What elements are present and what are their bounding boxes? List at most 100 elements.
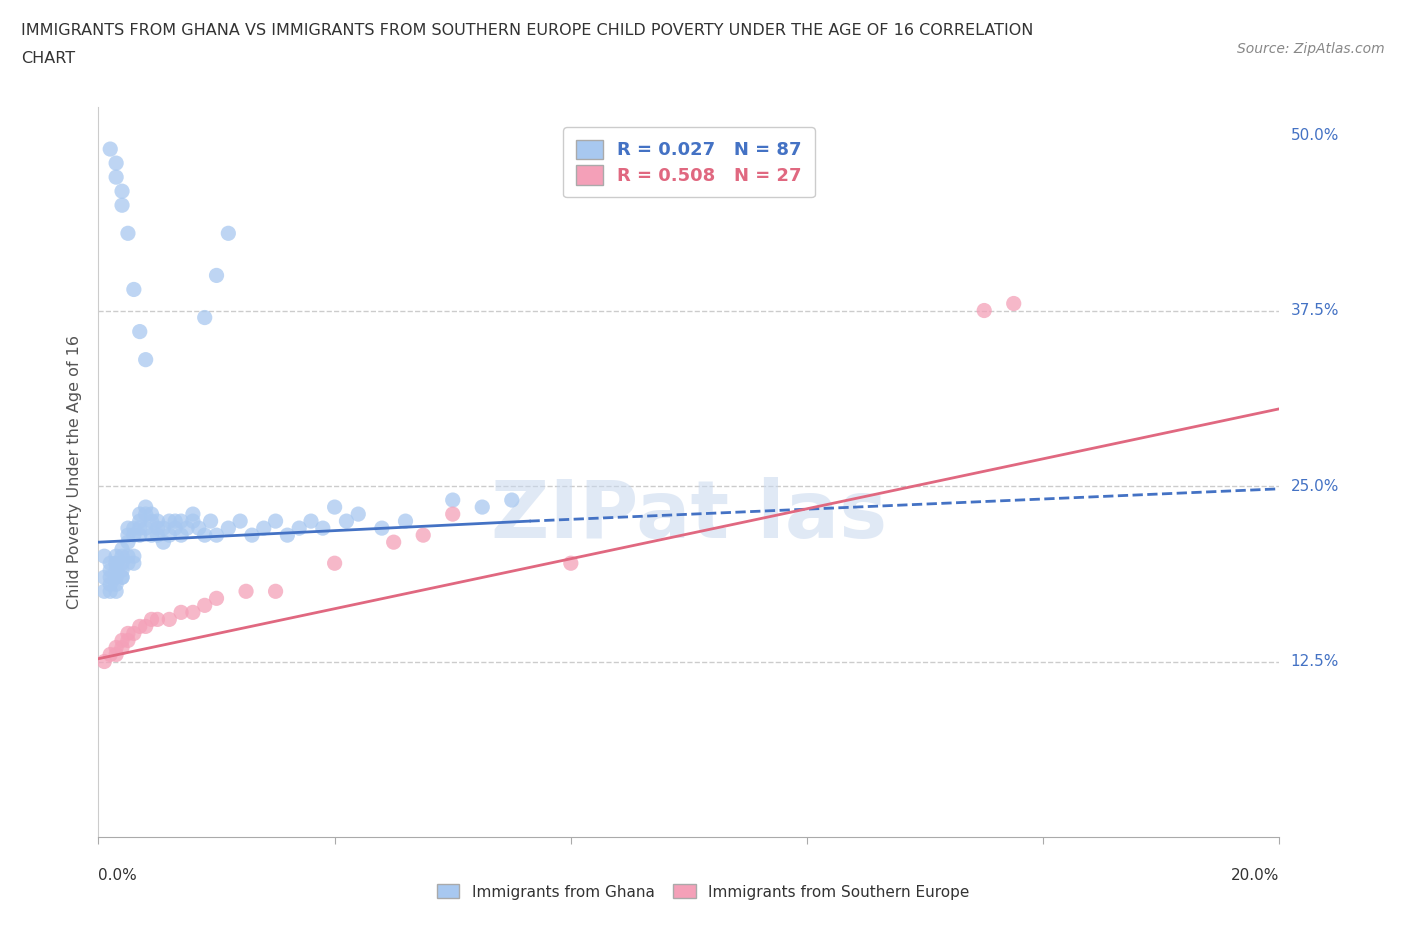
Point (128, 527, 150, 542)
Point (135, 619, 157, 634)
Text: IMMIGRANTS FROM GHANA VS IMMIGRANTS FROM SOUTHERN EUROPE CHILD POVERTY UNDER THE: IMMIGRANTS FROM GHANA VS IMMIGRANTS FROM… (21, 23, 1033, 38)
Point (276, 527, 298, 542)
Point (98, 577, 121, 591)
Point (122, 626, 145, 641)
Point (122, 527, 145, 542)
Point (394, 513, 416, 528)
Point (135, 352, 157, 367)
Text: 12.5%: 12.5% (1291, 654, 1339, 669)
Y-axis label: Child Poverty Under the Age of 16: Child Poverty Under the Age of 16 (67, 335, 83, 609)
Point (111, 640, 134, 655)
Point (170, 513, 193, 528)
Point (194, 310, 217, 325)
Point (165, 521, 187, 536)
Text: 37.5%: 37.5% (1291, 303, 1339, 318)
Point (382, 535, 405, 550)
Point (205, 591, 228, 605)
Point (135, 507, 157, 522)
Point (111, 549, 134, 564)
Point (200, 513, 222, 528)
Point (299, 513, 322, 528)
Point (253, 521, 276, 536)
Point (240, 527, 263, 542)
Point (157, 612, 180, 627)
Point (1002, 296, 1025, 311)
Point (128, 619, 150, 634)
Point (141, 612, 163, 627)
Point (98, 141, 121, 156)
Point (128, 513, 150, 528)
Point (235, 584, 257, 599)
Point (323, 556, 346, 571)
Point (111, 563, 134, 578)
Point (194, 527, 217, 542)
Point (323, 499, 346, 514)
Point (181, 513, 204, 528)
Point (441, 507, 464, 522)
Point (135, 521, 157, 536)
Point (152, 521, 174, 536)
Point (111, 542, 134, 557)
Text: 50.0%: 50.0% (1291, 127, 1339, 142)
Point (170, 527, 193, 542)
Point (176, 521, 198, 536)
Text: 0.0%: 0.0% (98, 868, 138, 883)
Point (501, 493, 523, 508)
Point (141, 527, 163, 542)
Point (117, 556, 139, 571)
Point (135, 499, 157, 514)
Point (205, 268, 228, 283)
Point (146, 527, 169, 542)
Point (105, 549, 128, 564)
Point (122, 521, 145, 536)
Point (93, 654, 115, 669)
Text: ZIPat las: ZIPat las (491, 477, 887, 555)
Point (117, 521, 139, 536)
Point (412, 527, 434, 542)
Text: 20.0%: 20.0% (1232, 868, 1279, 883)
Point (141, 513, 163, 528)
Point (105, 556, 128, 571)
Point (117, 527, 139, 542)
Point (122, 556, 145, 571)
Point (105, 647, 128, 662)
Point (93, 549, 115, 564)
Point (105, 169, 128, 184)
Point (205, 527, 228, 542)
Point (194, 598, 217, 613)
Text: Source: ZipAtlas.com: Source: ZipAtlas.com (1237, 42, 1385, 56)
Point (229, 513, 252, 528)
Point (152, 535, 174, 550)
Point (117, 633, 139, 648)
Point (128, 325, 150, 339)
Point (117, 549, 139, 564)
Point (217, 521, 239, 536)
Legend: Immigrants from Ghana, Immigrants from Southern Europe: Immigrants from Ghana, Immigrants from S… (430, 878, 976, 906)
Point (441, 493, 464, 508)
Point (347, 507, 370, 522)
Point (111, 198, 134, 213)
Point (93, 570, 115, 585)
Point (111, 184, 134, 199)
Point (117, 626, 139, 641)
Point (105, 556, 128, 571)
Point (335, 513, 357, 528)
Point (111, 556, 134, 571)
Point (146, 513, 169, 528)
Point (471, 499, 494, 514)
Point (111, 570, 134, 585)
Point (93, 584, 115, 599)
Point (181, 507, 204, 522)
Point (98, 584, 121, 599)
Point (170, 604, 193, 619)
Text: 25.0%: 25.0% (1291, 479, 1339, 494)
Point (157, 527, 180, 542)
Point (973, 303, 995, 318)
Point (146, 521, 169, 536)
Point (105, 640, 128, 655)
Point (141, 507, 163, 522)
Point (181, 604, 204, 619)
Point (98, 570, 121, 585)
Point (105, 563, 128, 578)
Point (217, 226, 239, 241)
